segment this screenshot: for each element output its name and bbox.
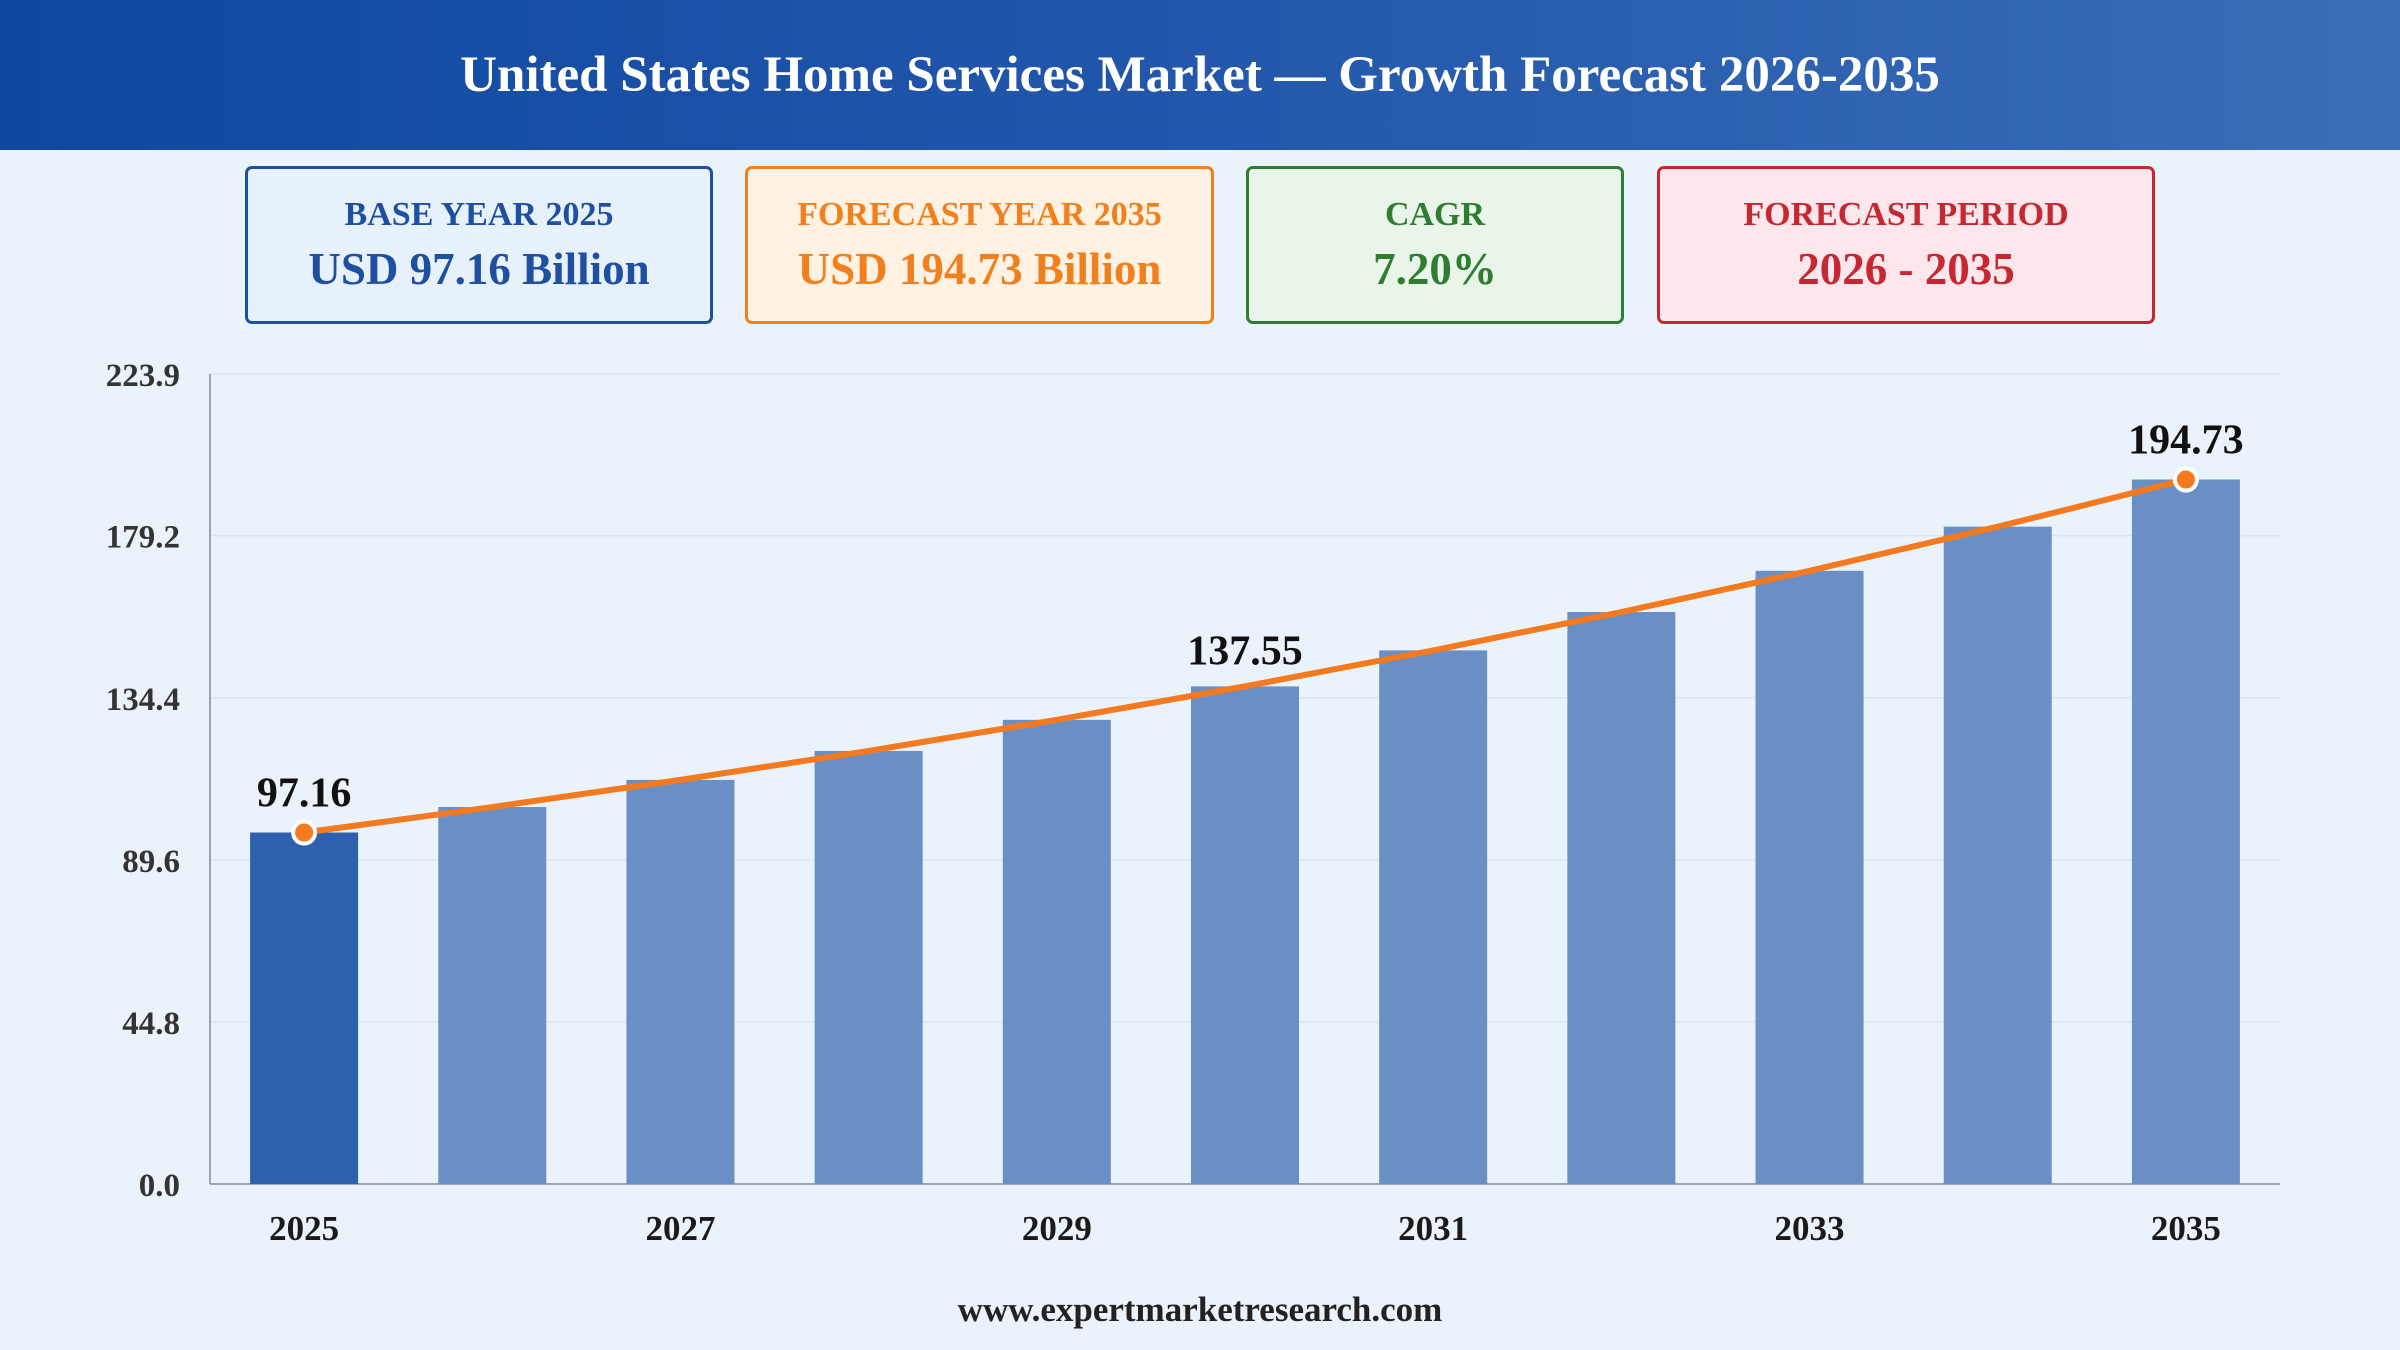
base-year-label: BASE YEAR 2025 <box>344 195 614 233</box>
bar <box>1943 526 2052 1184</box>
x-tick-label: 2035 <box>2151 1209 2221 1248</box>
forecast-year-label: FORECAST YEAR 2035 <box>797 195 1162 233</box>
base-year-value: USD 97.16 Billion <box>308 243 650 294</box>
trend-marker <box>2172 466 2199 493</box>
x-tick-label: 2033 <box>1775 1209 1845 1248</box>
y-tick-label: 134.4 <box>106 682 180 718</box>
bar <box>1755 570 1864 1184</box>
bar <box>250 832 359 1184</box>
bar <box>1379 650 1488 1184</box>
bar <box>1191 686 1299 1184</box>
cagr-label: CAGR <box>1384 195 1486 233</box>
forecast-period-card: FORECAST PERIOD 2026 - 2035 <box>1657 166 2155 324</box>
footer-url: www.expertmarketresearch.com <box>957 1290 1443 1329</box>
y-tick-label: 0.0 <box>139 1168 180 1204</box>
cagr-value: 7.20% <box>1373 243 1497 294</box>
bar <box>626 779 735 1184</box>
y-tick-label: 44.8 <box>122 1006 180 1042</box>
cagr-card: CAGR 7.20% <box>1246 166 1624 324</box>
bar <box>1002 719 1111 1184</box>
y-tick-label: 89.6 <box>122 844 180 880</box>
forecast-period-label: FORECAST PERIOD <box>1743 195 2069 233</box>
forecast-period-value: 2026 - 2035 <box>1797 243 2015 294</box>
bar <box>2131 479 2240 1184</box>
data-label: 137.55 <box>1187 628 1303 674</box>
x-tick-label: 2027 <box>645 1209 715 1248</box>
y-tick-label: 179.2 <box>106 520 180 556</box>
header-banner: United States Home Services Market — Gro… <box>0 0 2400 150</box>
x-tick-label: 2029 <box>1022 1209 1092 1248</box>
bar <box>814 750 923 1184</box>
bar <box>438 807 547 1184</box>
forecast-year-card: FORECAST YEAR 2035 USD 194.73 Billion <box>745 166 1214 324</box>
trend-line <box>301 476 2189 836</box>
bar <box>1567 612 1676 1184</box>
trend-marker <box>291 819 318 846</box>
data-label: 97.16 <box>257 771 352 817</box>
x-tick-label: 2031 <box>1398 1209 1468 1248</box>
data-label: 194.73 <box>2128 418 2244 464</box>
y-tick-label: 223.9 <box>106 358 180 394</box>
forecast-year-value: USD 194.73 Billion <box>797 243 1162 294</box>
base-year-card: BASE YEAR 2025 USD 97.16 Billion <box>245 166 713 324</box>
x-tick-label: 2025 <box>269 1209 339 1248</box>
page-title: United States Home Services Market — Gro… <box>460 47 1940 103</box>
